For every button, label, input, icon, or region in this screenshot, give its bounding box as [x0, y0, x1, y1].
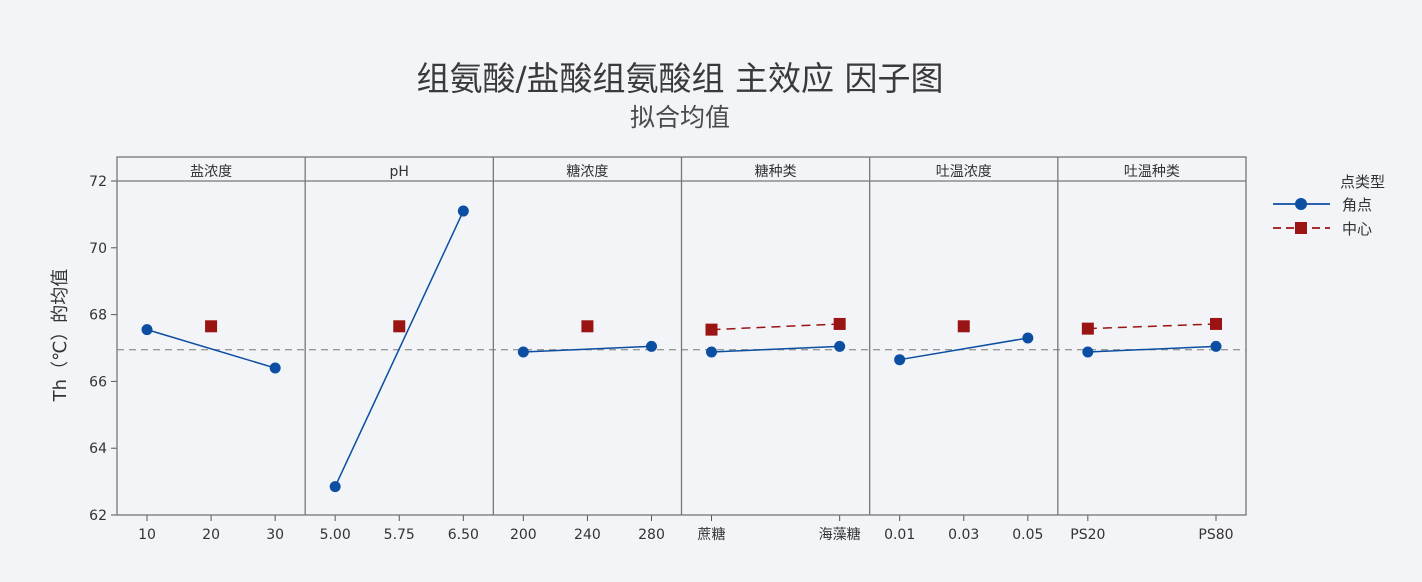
x-tick-label: 0.03 — [948, 527, 979, 543]
x-tick-label: 5.75 — [384, 527, 415, 543]
x-tick-label: 5.00 — [320, 527, 351, 543]
panel: 吐温种类 PS20 PS80 — [1070, 164, 1233, 543]
corner-point — [457, 205, 469, 217]
corner-series-line — [523, 345, 652, 353]
corner-point — [141, 324, 153, 336]
panel: 糖浓度 200 240 280 — [510, 164, 665, 543]
corner-point — [269, 362, 281, 374]
x-tick-label: 6.50 — [448, 527, 479, 543]
center-point — [1210, 317, 1222, 330]
corner-series-line — [146, 328, 276, 369]
center-point — [705, 323, 718, 336]
x-tick-label: 10 — [138, 527, 156, 543]
y-tick-label: 64 — [89, 441, 107, 457]
panel-label: pH — [390, 164, 409, 180]
corner-point — [1082, 346, 1094, 358]
corner-point — [894, 354, 906, 366]
x-tick-label: 280 — [638, 527, 665, 543]
panel-label: 吐温种类 — [1124, 164, 1180, 180]
corner-point — [646, 340, 657, 352]
panel-label: 糖种类 — [755, 164, 797, 180]
legend-title: 点类型 — [1340, 173, 1385, 191]
x-tick-label: 0.05 — [1012, 527, 1043, 543]
center-point — [957, 320, 970, 333]
center-series-line — [1087, 323, 1217, 330]
y-tick-label: 72 — [89, 174, 107, 190]
x-tick-label: PS20 — [1070, 527, 1105, 543]
plot-area: 62 64 66 68 70 72 盐浓度 10 20 30 pH 5.00 5.75 6.50 糖浓度 20… — [89, 156, 1247, 543]
y-tick-label: 62 — [89, 508, 107, 524]
x-tick-label: 240 — [574, 527, 601, 543]
legend-label-center: 中心 — [1342, 220, 1372, 238]
y-tick-label: 70 — [89, 241, 107, 257]
chart-subtitle: 拟合均值 — [630, 103, 730, 132]
x-tick-label: 20 — [202, 527, 220, 543]
chart-title: 组氨酸/盐酸组氨酸组 主效应 因子图 — [416, 59, 943, 98]
center-point — [205, 320, 218, 333]
legend-marker-corner — [1295, 198, 1307, 210]
x-tick-label: PS80 — [1198, 527, 1233, 543]
corner-series-line — [334, 210, 465, 487]
panel-label: 盐浓度 — [190, 164, 232, 180]
panel: 盐浓度 10 20 30 — [138, 164, 284, 543]
corner-point — [834, 340, 846, 352]
corner-series-line — [1087, 345, 1217, 353]
corner-point — [1210, 340, 1222, 352]
x-tick-label: 200 — [510, 527, 537, 543]
legend: 点类型 角点 中心 — [1273, 173, 1385, 238]
center-series-line — [711, 323, 840, 331]
panel-label: 吐温浓度 — [936, 164, 992, 180]
center-point — [393, 320, 406, 333]
y-tick-label: 66 — [89, 374, 107, 390]
x-tick-label: 0.01 — [884, 527, 915, 543]
x-tick-label: 蔗糖 — [698, 527, 726, 543]
center-point — [581, 320, 594, 333]
x-tick-label: 30 — [266, 527, 284, 543]
corner-point — [1022, 332, 1034, 344]
corner-point — [706, 346, 717, 358]
corner-point — [517, 346, 529, 358]
x-tick-label: 海藻糖 — [819, 527, 861, 543]
center-point — [833, 317, 846, 330]
panel: pH 5.00 5.75 6.50 — [320, 164, 479, 543]
y-tick-label: 68 — [89, 308, 107, 324]
corner-point — [329, 481, 341, 493]
legend-label-corner: 角点 — [1342, 196, 1372, 214]
legend-marker-center — [1295, 222, 1307, 234]
center-point — [1081, 322, 1094, 335]
panel: 吐温浓度 0.01 0.03 0.05 — [884, 164, 1043, 543]
y-axis-title: Th（℃）的均值 — [50, 269, 71, 403]
corner-series-line — [711, 345, 840, 353]
panel-label: 糖浓度 — [566, 164, 608, 180]
corner-series-line — [899, 337, 1028, 361]
